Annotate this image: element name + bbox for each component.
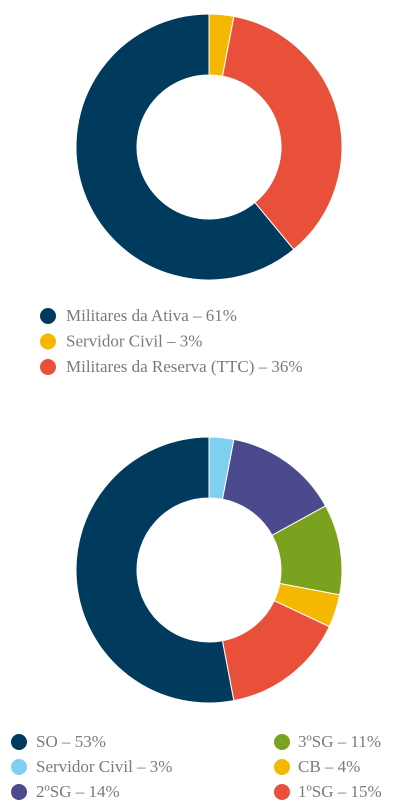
legend-label: SO – 53%	[36, 732, 106, 751]
legend-label: Servidor Civil – 3%	[66, 331, 202, 350]
legend-marker	[11, 734, 27, 750]
legend-label: 3ºSG – 11%	[298, 732, 381, 751]
legend-marker	[11, 759, 27, 775]
legend-label: Militares da Ativa – 61%	[66, 306, 237, 325]
legend-marker	[11, 784, 27, 800]
donut-slice	[75, 13, 295, 281]
legend-label: Servidor Civil – 3%	[36, 757, 172, 776]
legend-marker	[40, 308, 56, 324]
legend-label: Militares da Reserva (TTC) – 36%	[66, 357, 303, 376]
donut-slice	[221, 15, 343, 251]
legend-marker	[274, 784, 290, 800]
donut-slice	[75, 436, 235, 704]
legend-marker	[274, 759, 290, 775]
legend-marker	[40, 359, 56, 375]
legend-marker	[274, 734, 290, 750]
legend-marker	[40, 333, 56, 350]
legend-label: 1ºSG – 15%	[298, 782, 382, 801]
legend-label: 2ºSG – 14%	[36, 782, 120, 801]
donut-slice	[221, 599, 331, 702]
legend-label: CB – 4%	[298, 757, 360, 776]
